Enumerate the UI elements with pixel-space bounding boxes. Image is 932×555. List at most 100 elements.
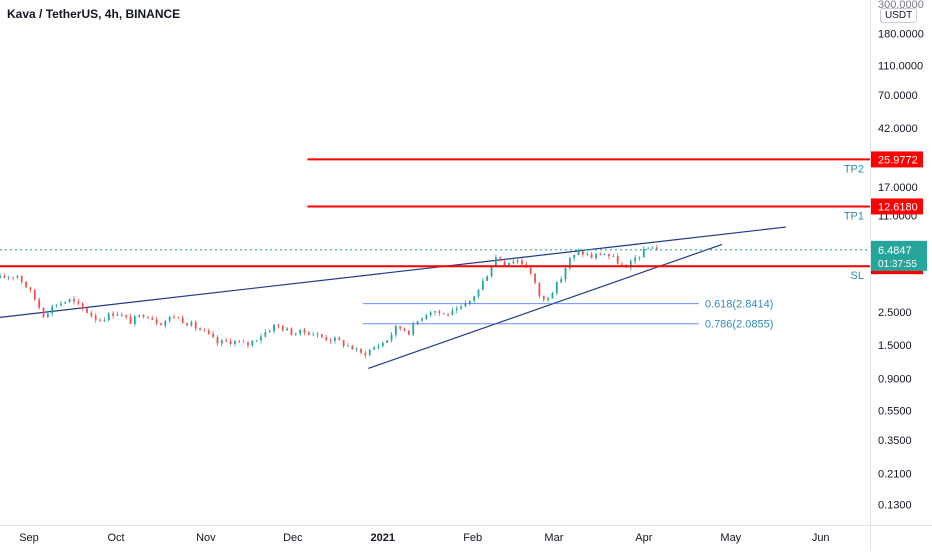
candle-body-29 xyxy=(125,314,128,317)
candle-body-20 xyxy=(86,307,88,313)
candle-body-116 xyxy=(503,261,506,266)
candle-body-26 xyxy=(112,313,114,316)
candle-body-103 xyxy=(447,314,449,316)
candle-body-143 xyxy=(621,263,623,265)
candle-body-22 xyxy=(94,315,97,320)
chart-title: Kava / TetherUS, 4h, BINANCE xyxy=(7,7,181,21)
candle-body-108 xyxy=(468,300,471,304)
candle-body-23 xyxy=(99,319,101,321)
candle-body-87 xyxy=(377,345,380,348)
y-tick-label-3: 42.0000 xyxy=(878,123,918,135)
candle-body-129 xyxy=(560,279,563,283)
candle-body-79 xyxy=(342,340,345,346)
candle-body-133 xyxy=(577,251,580,255)
candle-body-72 xyxy=(312,334,315,336)
level-tag-text-tp2: 25.9772 xyxy=(878,154,918,166)
candle-body-44 xyxy=(190,322,193,326)
candle-body-16 xyxy=(68,298,71,303)
candle-body-112 xyxy=(486,276,489,281)
candle-body-51 xyxy=(220,340,223,344)
candle-body-74 xyxy=(321,334,323,338)
last-price-tag xyxy=(871,240,927,271)
candle-body-24 xyxy=(103,320,106,321)
y-tick-label-12: 0.1300 xyxy=(878,500,912,512)
candle-body-81 xyxy=(351,345,354,350)
candle-body-64 xyxy=(277,324,280,326)
candle-body-105 xyxy=(455,308,458,311)
candle-body-1 xyxy=(3,275,6,278)
candle-body-45 xyxy=(194,322,197,329)
candle-body-132 xyxy=(573,254,576,259)
candle-body-5 xyxy=(20,275,23,283)
candle-body-130 xyxy=(564,268,567,280)
y-tick-label-8: 0.9000 xyxy=(878,373,912,385)
y-tick-label-7: 1.5000 xyxy=(878,340,912,352)
candle-body-126 xyxy=(547,297,549,300)
candle-body-138 xyxy=(599,254,602,256)
candle-body-15 xyxy=(64,302,67,304)
candle-body-71 xyxy=(307,332,310,335)
candle-body-122 xyxy=(529,267,532,274)
candle-body-27 xyxy=(116,314,119,316)
candle-body-61 xyxy=(264,332,267,337)
candle-body-12 xyxy=(51,306,54,314)
candle-body-36 xyxy=(155,319,158,324)
candle-body-128 xyxy=(555,282,558,293)
candle-body-13 xyxy=(55,305,58,307)
candle-body-50 xyxy=(216,336,219,344)
candle-body-2 xyxy=(7,277,10,279)
candle-body-43 xyxy=(186,323,188,326)
fib-label-0: 0.618(2.8414) xyxy=(705,299,774,311)
y-tick-label-10: 0.3500 xyxy=(878,435,912,447)
candle-body-91 xyxy=(394,326,397,335)
x-tick-label-9: Jun xyxy=(812,532,830,544)
candle-body-75 xyxy=(325,337,328,340)
candlesticks xyxy=(0,244,658,359)
candle-body-104 xyxy=(451,310,454,316)
level-name-tp1: TP1 xyxy=(844,210,864,222)
candle-body-92 xyxy=(399,326,402,329)
candle-body-6 xyxy=(25,282,27,288)
candle-body-69 xyxy=(299,329,302,334)
candle-body-124 xyxy=(538,282,541,296)
currency-badge[interactable]: USDT xyxy=(880,8,918,23)
candle-body-54 xyxy=(234,341,236,344)
candle-body-38 xyxy=(164,320,167,326)
candle-body-21 xyxy=(90,312,93,316)
y-tick-label-0: 180.0000 xyxy=(878,28,924,40)
trendline-0 xyxy=(0,226,786,318)
candle-body-86 xyxy=(373,347,375,350)
candle-body-37 xyxy=(160,323,162,326)
level-name-sl: SL xyxy=(851,270,864,282)
candle-body-10 xyxy=(42,307,45,318)
candle-body-127 xyxy=(551,292,554,298)
candle-body-119 xyxy=(516,260,519,262)
candle-body-95 xyxy=(412,323,415,335)
candle-body-65 xyxy=(281,325,284,331)
candle-body-70 xyxy=(303,329,306,333)
candle-body-142 xyxy=(616,256,619,264)
price-levels: TP2 TP1 SL xyxy=(0,158,870,282)
y-tick-label-top: 300.0000 xyxy=(878,0,924,11)
candle-body-41 xyxy=(177,317,180,319)
candle-body-56 xyxy=(242,341,245,343)
y-tick-label-11: 0.2100 xyxy=(878,468,912,480)
price-axis[interactable]: 300.0000 180.0000 110.0000 70.0000 42.0000 17… xyxy=(878,0,924,512)
candle-body-137 xyxy=(595,254,597,259)
candle-body-78 xyxy=(338,337,341,341)
candle-body-115 xyxy=(499,257,502,262)
candle-body-107 xyxy=(464,303,467,307)
candle-body-47 xyxy=(203,330,206,331)
trendlines xyxy=(0,226,786,370)
candle-body-0 xyxy=(0,275,1,279)
candle-body-134 xyxy=(582,251,584,255)
time-axis[interactable]: Sep Oct Nov Dec 2021 Feb Mar Apr May Jun xyxy=(19,532,829,544)
candle-body-101 xyxy=(438,311,441,314)
candle-body-150 xyxy=(651,247,654,249)
candle-body-109 xyxy=(473,296,476,301)
y-tick-label-9: 0.5500 xyxy=(878,406,912,418)
x-tick-label-2: Nov xyxy=(196,532,216,544)
candle-body-139 xyxy=(603,254,606,256)
